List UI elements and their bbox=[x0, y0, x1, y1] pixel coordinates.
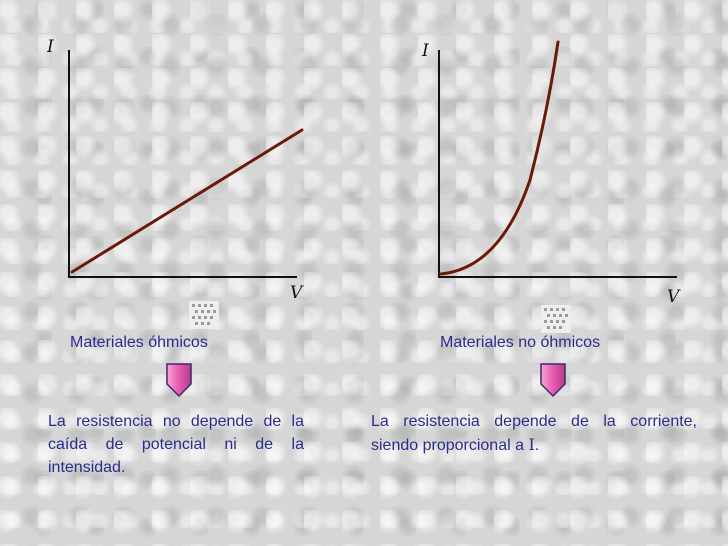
non-ohmic-axes bbox=[438, 50, 677, 278]
down-arrow-icon bbox=[166, 363, 192, 398]
ohmic-graph: I V bbox=[46, 37, 304, 303]
ohmic-line bbox=[70, 128, 304, 274]
non-ohmic-description-text: La resistencia depende de la corriente, … bbox=[371, 413, 697, 454]
non-ohmic-y-axis-label: I bbox=[421, 41, 429, 61]
ohmic-axes bbox=[68, 50, 297, 278]
ohmic-x-axis-label: V bbox=[290, 283, 304, 303]
non-ohmic-x-axis-label: V bbox=[667, 287, 681, 307]
current-symbol: I bbox=[528, 435, 535, 454]
sparkle-icon bbox=[189, 301, 219, 329]
ohmic-y-axis-label: I bbox=[46, 37, 54, 57]
down-arrow-icon bbox=[540, 363, 566, 398]
non-ohmic-graph: I V bbox=[421, 40, 681, 307]
non-ohmic-curve bbox=[439, 40, 560, 276]
ohmic-description: La resistencia no depende de la caída de… bbox=[48, 413, 304, 476]
non-ohmic-title: Materiales no óhmicos bbox=[440, 334, 601, 351]
ohmic-title: Materiales óhmicos bbox=[70, 334, 208, 351]
non-ohmic-description: La resistencia depende de la corriente, … bbox=[371, 410, 697, 457]
sparkle-icon bbox=[541, 305, 571, 333]
description-period: . bbox=[534, 437, 540, 454]
